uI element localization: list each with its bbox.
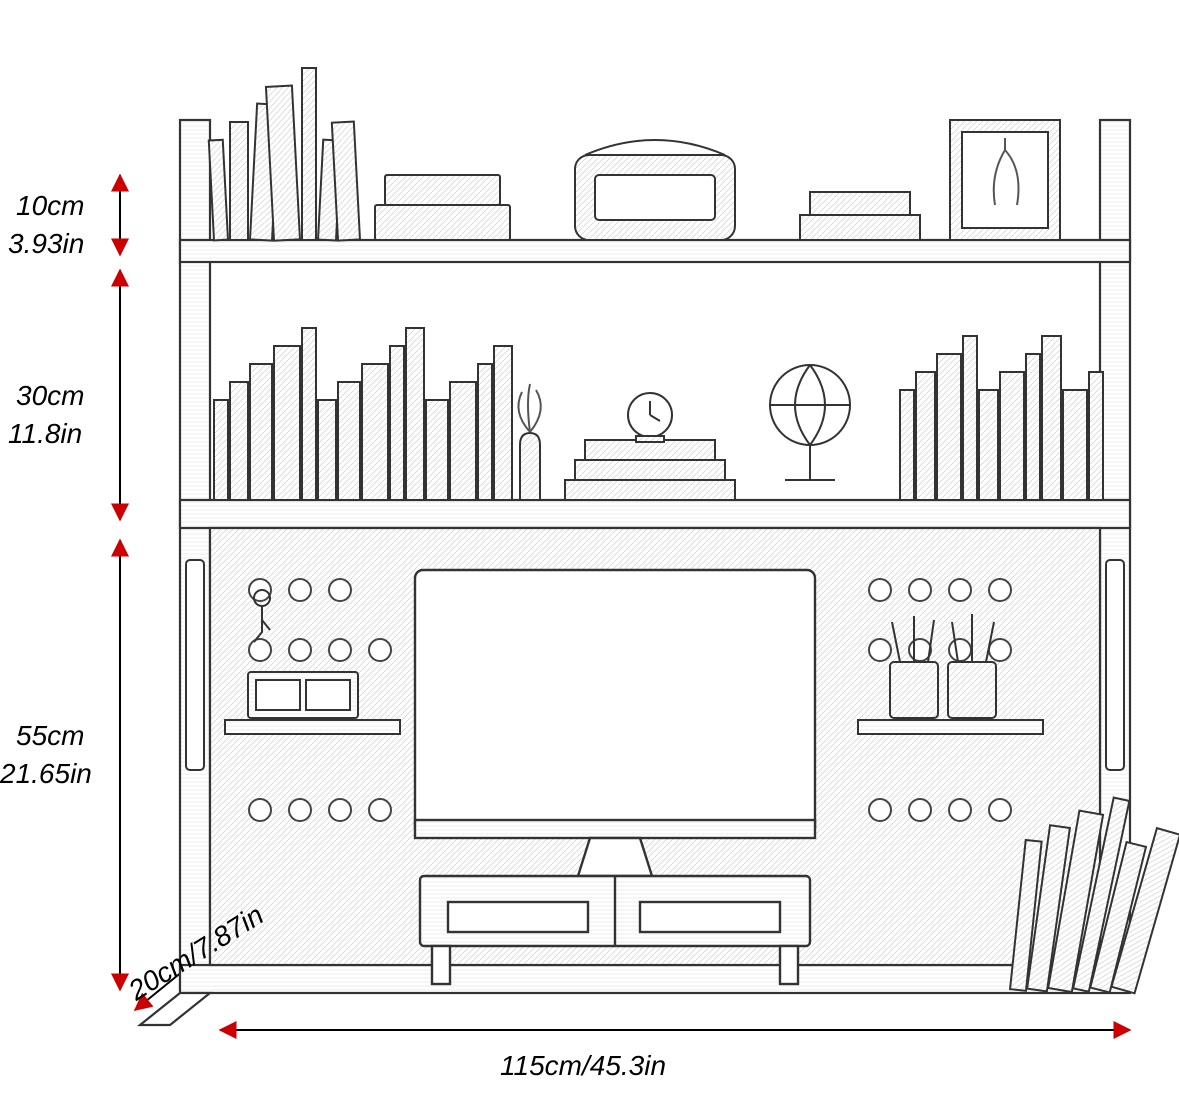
dim-mid-cm: 30cm (16, 380, 84, 412)
monitor (415, 570, 815, 984)
dim-width: 115cm/45.3in (500, 1050, 666, 1082)
dim-top-in: 3.93in (8, 228, 84, 260)
dim-bot-in: 21.65in (0, 758, 92, 790)
diagram-stage: 10cm 3.93in 30cm 11.8in 55cm 21.65in 20c… (0, 0, 1179, 1119)
dim-bot-cm: 55cm (16, 720, 84, 752)
mid-props (214, 328, 1103, 500)
top-props (209, 68, 1060, 241)
dim-mid-in: 11.8in (8, 418, 82, 450)
dim-top-cm: 10cm (16, 190, 84, 222)
